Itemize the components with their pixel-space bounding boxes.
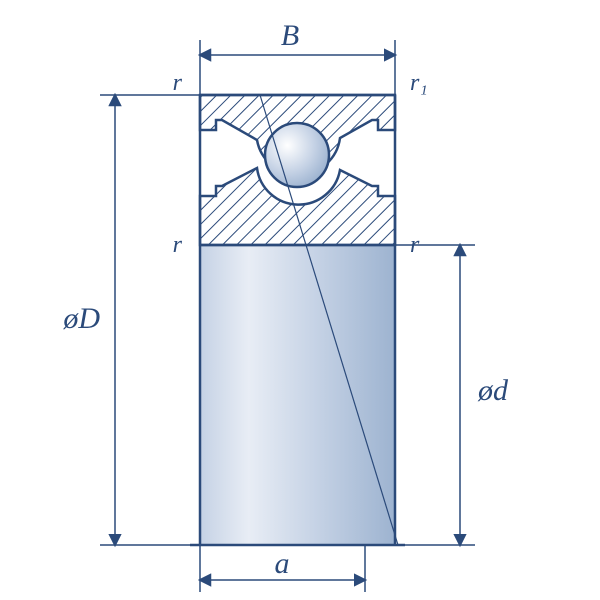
ball-element xyxy=(265,123,329,187)
inner-ring-body xyxy=(200,245,395,545)
label-B: B xyxy=(281,19,299,52)
label-d: ød xyxy=(477,374,509,407)
label-a: a xyxy=(275,547,290,580)
dim-d-extensions xyxy=(395,245,475,545)
label-r-mid-left: r xyxy=(173,232,183,258)
label-D: øD xyxy=(62,302,100,335)
bearing-cross-section-diagram: B r r₁ r r øD ød a xyxy=(0,0,600,600)
label-r-top-left: r xyxy=(173,70,183,96)
label-r1-top-right: r₁ xyxy=(410,70,428,96)
